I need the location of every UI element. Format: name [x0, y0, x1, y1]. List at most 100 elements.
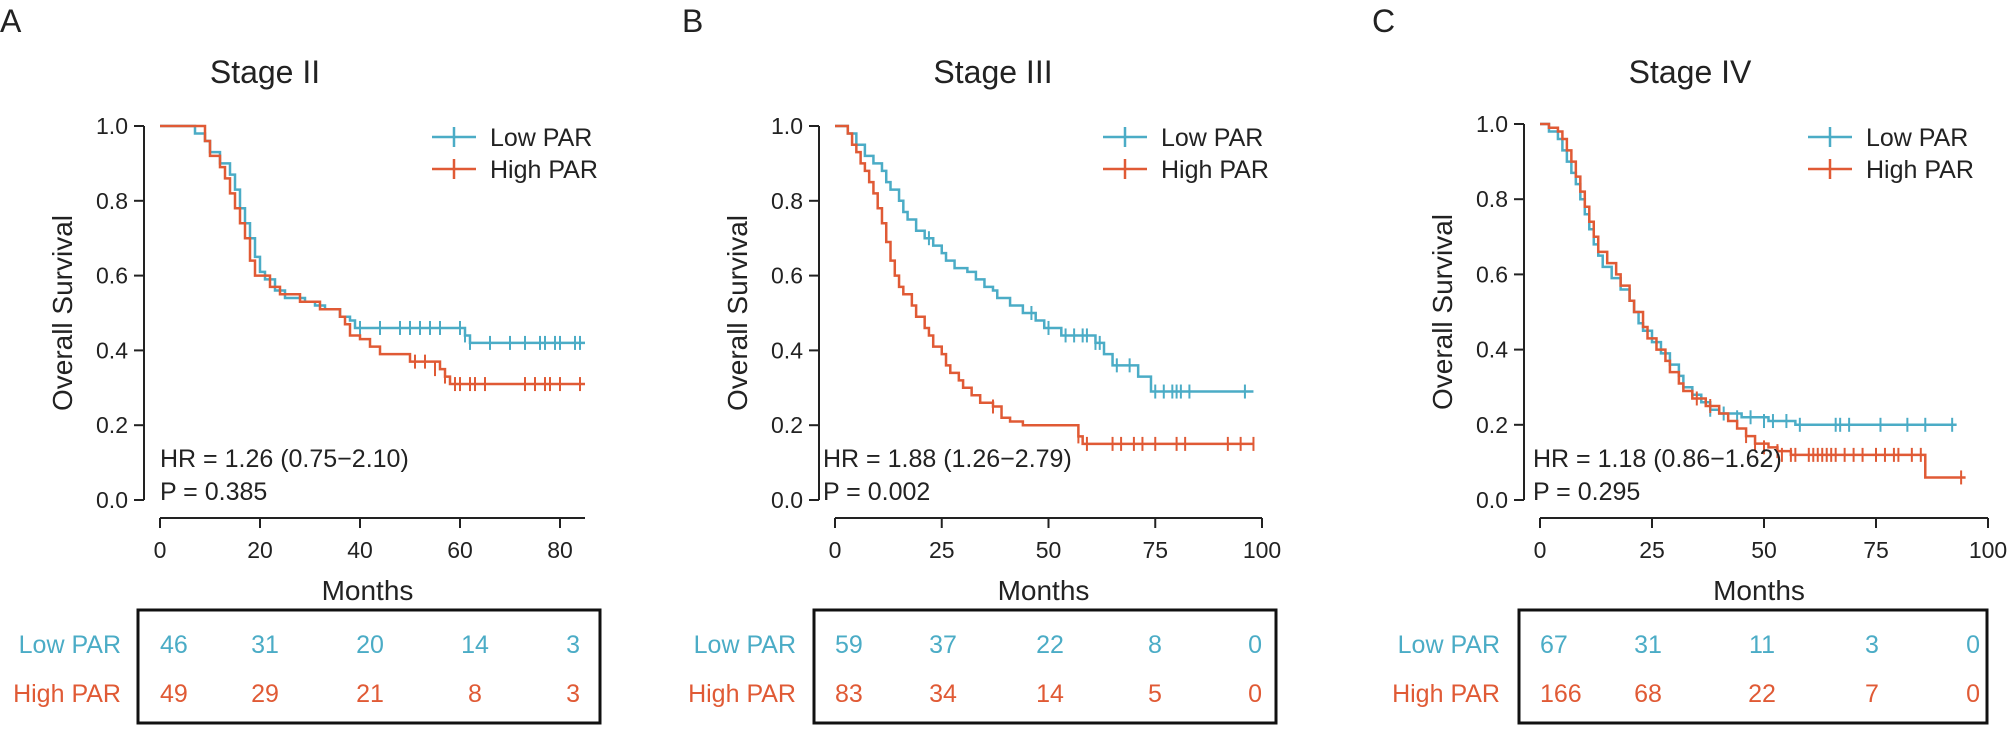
- legend-item: High PAR: [432, 156, 598, 184]
- y-axis-title: Overall Survival: [1427, 214, 1458, 410]
- y-tick-label: 0.4: [96, 337, 128, 363]
- risk-row-label: Low PAR: [19, 631, 121, 659]
- x-tick-label: 50: [1751, 537, 1777, 563]
- x-tick-label: 100: [1969, 537, 2007, 563]
- risk-value: 0: [1966, 680, 1980, 708]
- legend-item: Low PAR: [1808, 124, 1968, 152]
- risk-table-row: High PAR 49 29 21 8 3: [13, 680, 580, 708]
- risk-value: 14: [1036, 680, 1064, 708]
- panel-letter: C: [1372, 3, 1395, 39]
- legend-item: Low PAR: [432, 124, 592, 152]
- risk-table-row: Low PAR 59 37 22 8 0: [694, 631, 1262, 659]
- risk-table-box: [136, 608, 602, 725]
- y-tick-label: 0.8: [96, 188, 128, 214]
- y-tick-label: 1.0: [771, 113, 803, 139]
- y-tick-label: 0.2: [96, 412, 128, 438]
- survival-curve: [835, 124, 1254, 446]
- y-tick-label: 0.6: [771, 263, 803, 289]
- p-value-text: P = 0.385: [160, 478, 267, 506]
- risk-value: 3: [566, 680, 580, 708]
- risk-row-label: High PAR: [688, 680, 796, 708]
- risk-value: 0: [1248, 680, 1262, 708]
- x-tick-label: 75: [1142, 537, 1168, 563]
- risk-value: 68: [1634, 680, 1662, 708]
- risk-row-label: High PAR: [13, 680, 121, 708]
- risk-value: 46: [160, 631, 188, 659]
- risk-value: 7: [1865, 680, 1879, 708]
- risk-value: 49: [160, 680, 188, 708]
- risk-value: 21: [356, 680, 384, 708]
- risk-value: 22: [1036, 631, 1064, 659]
- risk-value: 0: [1966, 631, 1980, 659]
- x-tick-label: 25: [1639, 537, 1665, 563]
- risk-value: 5: [1148, 680, 1162, 708]
- risk-table-box: [812, 608, 1278, 725]
- y-tick-label: 0.4: [1476, 337, 1508, 363]
- y-tick-label: 0.4: [771, 337, 803, 363]
- x-tick-label: 40: [347, 537, 373, 563]
- x-tick-label: 80: [547, 537, 573, 563]
- y-tick-label: 0.0: [1476, 487, 1508, 513]
- risk-value: 22: [1748, 680, 1776, 708]
- risk-value: 8: [1148, 631, 1162, 659]
- y-tick-label: 0.6: [1476, 261, 1508, 287]
- risk-value: 83: [835, 680, 863, 708]
- risk-value: 8: [468, 680, 482, 708]
- risk-row-label: Low PAR: [1398, 631, 1500, 659]
- risk-value: 3: [566, 631, 580, 659]
- risk-row-label: High PAR: [1392, 680, 1500, 708]
- x-tick-label: 50: [1036, 537, 1062, 563]
- legend-label: High PAR: [1161, 156, 1269, 184]
- y-tick-label: 0.6: [96, 263, 128, 289]
- panel-letter: B: [682, 3, 703, 39]
- y-tick-label: 0.2: [771, 412, 803, 438]
- risk-table-row: Low PAR 67 31 11 3 0: [1398, 631, 1980, 659]
- risk-value: 29: [251, 680, 279, 708]
- y-tick-label: 0.0: [96, 487, 128, 513]
- risk-value: 166: [1540, 680, 1582, 708]
- legend-label: High PAR: [490, 156, 598, 184]
- x-tick-label: 60: [447, 537, 473, 563]
- series-high-par: [1540, 122, 1966, 485]
- hazard-ratio-text: HR = 1.88 (1.26−2.79): [823, 445, 1072, 473]
- series-low-par: [835, 124, 1254, 399]
- risk-value: 37: [929, 631, 957, 659]
- legend-label: Low PAR: [1161, 124, 1263, 152]
- risk-value: 59: [835, 631, 863, 659]
- risk-value: 31: [1634, 631, 1662, 659]
- chart-title: Stage IV: [1629, 54, 1752, 90]
- y-tick-label: 0.0: [771, 487, 803, 513]
- risk-value: 11: [1749, 631, 1775, 659]
- panel-letter: A: [0, 3, 22, 39]
- legend-item: Low PAR: [1103, 124, 1263, 152]
- x-axis-title: Months: [322, 575, 414, 606]
- risk-row-label: Low PAR: [694, 631, 796, 659]
- x-axis-title: Months: [1713, 575, 1805, 606]
- legend-label: High PAR: [1866, 156, 1974, 184]
- risk-table-row: Low PAR 46 31 20 14 3: [19, 631, 580, 659]
- x-tick-label: 0: [154, 537, 167, 563]
- y-tick-label: 1.0: [96, 113, 128, 139]
- legend-item: High PAR: [1103, 156, 1269, 184]
- x-axis-title: Months: [998, 575, 1090, 606]
- risk-value: 0: [1248, 631, 1262, 659]
- chart-title: Stage III: [933, 54, 1052, 90]
- series-high-par: [835, 124, 1255, 451]
- x-tick-label: 0: [829, 537, 842, 563]
- x-tick-label: 25: [929, 537, 955, 563]
- legend-label: Low PAR: [1866, 124, 1968, 152]
- hazard-ratio-text: HR = 1.26 (0.75−2.10): [160, 445, 409, 473]
- chart-title: Stage II: [210, 54, 320, 90]
- legend-label: Low PAR: [490, 124, 592, 152]
- risk-value: 14: [461, 631, 489, 659]
- survival-curve: [835, 124, 1254, 393]
- y-tick-label: 0.8: [771, 188, 803, 214]
- x-tick-label: 100: [1243, 537, 1281, 563]
- x-tick-label: 20: [247, 537, 273, 563]
- survival-curve: [160, 124, 585, 386]
- y-tick-label: 1.0: [1476, 111, 1508, 137]
- risk-value: 67: [1540, 631, 1568, 659]
- legend-item: High PAR: [1808, 156, 1974, 184]
